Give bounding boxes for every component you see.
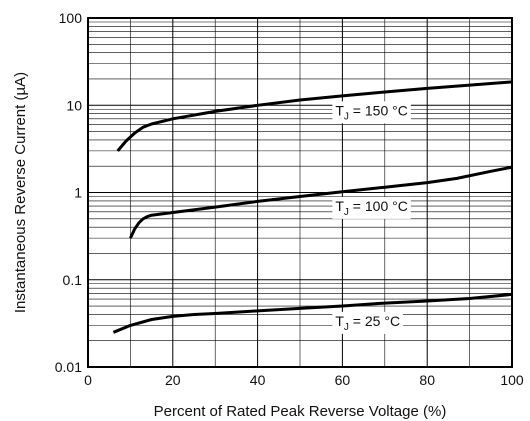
series-label: TJ = 150 °C: [335, 102, 407, 122]
series-0: TJ = 150 °C: [116, 80, 513, 152]
series-line: [112, 292, 513, 334]
series-label-background: [332, 101, 411, 124]
series-label-background: [332, 196, 411, 219]
x-tick-label: 100: [500, 372, 524, 388]
x-tick-label: 40: [250, 372, 266, 388]
series-layer: TJ = 150 °C TJ = 100 °C TJ = 25 °C: [112, 80, 513, 334]
x-tick-label: 80: [419, 372, 435, 388]
series-1: TJ = 100 °C: [129, 165, 513, 239]
y-tick-label: 0.1: [63, 272, 83, 288]
y-axis-title: Instantaneous Reverse Current (µA): [12, 72, 29, 313]
series-2: TJ = 25 °C: [112, 292, 513, 334]
x-tick-label: 0: [84, 372, 92, 388]
y-tick-label: 100: [59, 10, 83, 26]
y-tick-label: 1: [74, 185, 82, 201]
series-label-background: [332, 311, 404, 334]
plot-frame: [87, 17, 513, 368]
series-line: [129, 165, 513, 239]
x-tick-label: 60: [335, 372, 351, 388]
x-tick-label: 20: [165, 372, 181, 388]
series-label: TJ = 100 °C: [335, 198, 407, 218]
grid: [88, 18, 512, 367]
tick-labels: 0 20 40 60 80 100 0.01 0.1 1 10 100: [55, 10, 524, 388]
y-tick-label: 0.01: [55, 359, 82, 375]
y-tick-label: 10: [66, 97, 82, 113]
series-label: TJ = 25 °C: [335, 313, 400, 333]
x-axis-title: Percent of Rated Peak Reverse Voltage (%…: [154, 403, 447, 420]
series-line: [116, 80, 513, 152]
